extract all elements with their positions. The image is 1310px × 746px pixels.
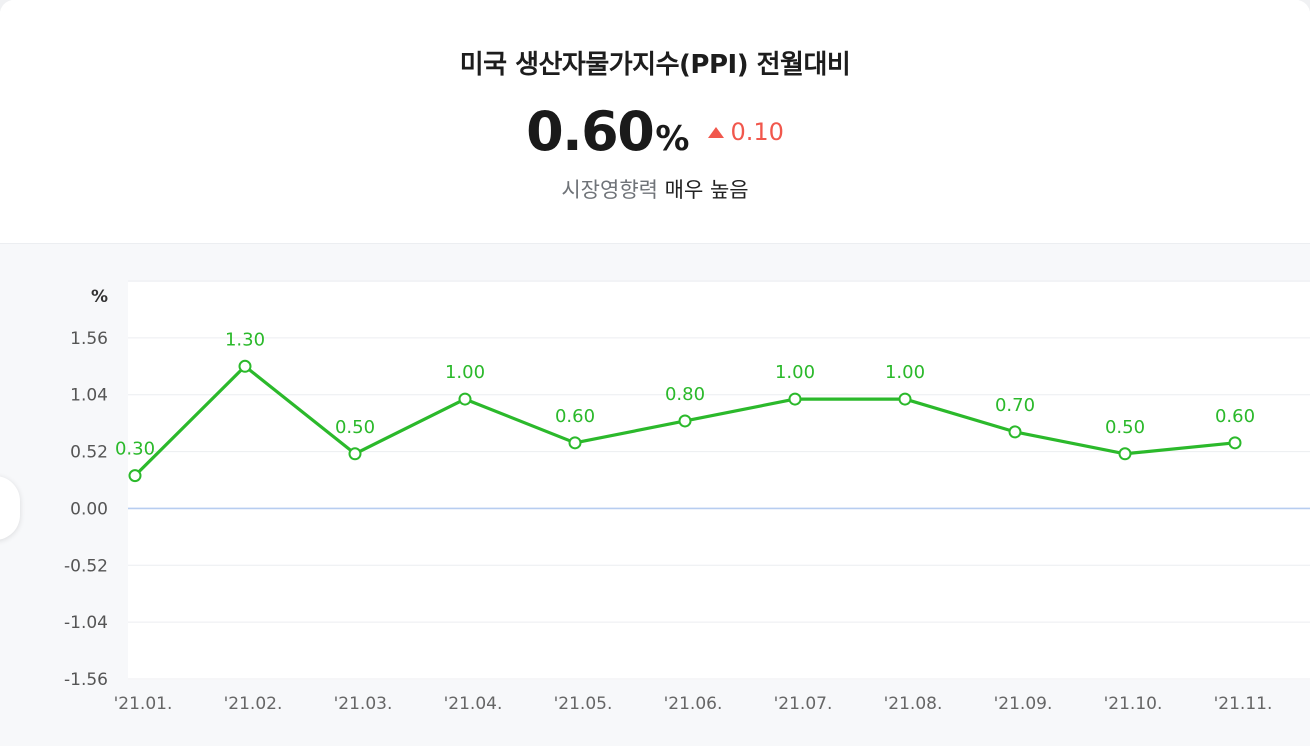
y-tick-label: -1.56 — [64, 670, 108, 690]
data-label: 1.00 — [775, 362, 815, 383]
data-label: 0.60 — [555, 406, 595, 427]
data-point[interactable] — [1118, 447, 1132, 461]
x-tick-label: '21.11. — [1214, 694, 1273, 714]
triangle-up-icon — [708, 127, 725, 138]
change-value: 0.10 — [730, 118, 784, 146]
data-point[interactable] — [788, 392, 802, 406]
data-point[interactable] — [1228, 436, 1242, 450]
impact-level: 매우 높음 — [664, 178, 749, 202]
x-tick-label: '21.02. — [224, 694, 283, 714]
impact-label: 시장영향력 — [561, 178, 658, 202]
chart-area: % 1.56 1.04 0.52 0.00 -0.52 -1.04 -1.56 '21.01… — [0, 244, 1310, 746]
data-label: 0.30 — [115, 439, 155, 460]
data-point[interactable] — [128, 469, 142, 483]
data-label: 1.00 — [885, 362, 925, 383]
data-point[interactable] — [898, 392, 912, 406]
y-axis-ticks: 1.56 1.04 0.52 0.00 -0.52 -1.04 -1.56 — [64, 329, 108, 690]
x-tick-label: '21.06. — [664, 694, 723, 714]
market-impact: 시장영향력 매우 높음 — [0, 174, 1310, 204]
x-tick-label: '21.10. — [1104, 694, 1163, 714]
data-point[interactable] — [568, 436, 582, 450]
change-badge: 0.10 — [708, 118, 784, 146]
x-tick-label: '21.05. — [554, 694, 613, 714]
data-label: 0.50 — [1105, 417, 1145, 438]
data-label: 1.30 — [225, 329, 265, 350]
data-label: 0.50 — [335, 417, 375, 438]
y-tick-label: -0.52 — [64, 556, 108, 576]
x-tick-label: '21.04. — [444, 694, 503, 714]
data-point[interactable] — [238, 359, 252, 373]
x-tick-label: '21.09. — [994, 694, 1053, 714]
data-point[interactable] — [458, 392, 472, 406]
data-point[interactable] — [678, 414, 692, 428]
x-tick-label: '21.03. — [334, 694, 393, 714]
y-tick-label: 0.00 — [70, 499, 108, 519]
data-point[interactable] — [1008, 425, 1022, 439]
current-value-row: 0.60% 0.10 — [0, 100, 1310, 163]
data-point[interactable] — [348, 447, 362, 461]
ppi-line-chart: % 1.56 1.04 0.52 0.00 -0.52 -1.04 -1.56 '21.01… — [64, 280, 1310, 714]
y-axis-unit: % — [91, 287, 108, 307]
plot-background — [128, 282, 1310, 680]
y-tick-label: 1.56 — [70, 329, 108, 349]
indicator-title: 미국 생산자물가지수(PPI) 전월대비 — [459, 50, 851, 80]
value-unit: % — [655, 119, 690, 159]
x-tick-label: '21.01. — [114, 694, 173, 714]
data-label: 0.70 — [995, 395, 1035, 416]
x-tick-label: '21.07. — [774, 694, 833, 714]
series-line-group: 0.30 1.30 0.50 1.00 0.60 0.80 1.00 1.00 0.70 0.50… — [115, 329, 1255, 483]
y-tick-label: 1.04 — [70, 386, 108, 406]
data-label: 1.00 — [445, 362, 485, 383]
data-label: 0.80 — [665, 384, 705, 405]
y-tick-label: 0.52 — [70, 443, 108, 463]
data-label: 0.60 — [1215, 406, 1255, 427]
current-value: 0.60 — [526, 100, 655, 163]
indicator-header: 미국 생산자물가지수(PPI) 전월대비 0.60% 0.10 시장영향력 매우… — [0, 0, 1310, 244]
carousel-prev-handle[interactable] — [0, 476, 20, 540]
x-tick-label: '21.08. — [884, 694, 943, 714]
grid-lines — [128, 280, 1310, 680]
x-axis-ticks: '21.01. '21.02. '21.03. '21.04. '21.05. '21.0… — [114, 694, 1273, 714]
y-tick-label: -1.04 — [64, 613, 108, 633]
